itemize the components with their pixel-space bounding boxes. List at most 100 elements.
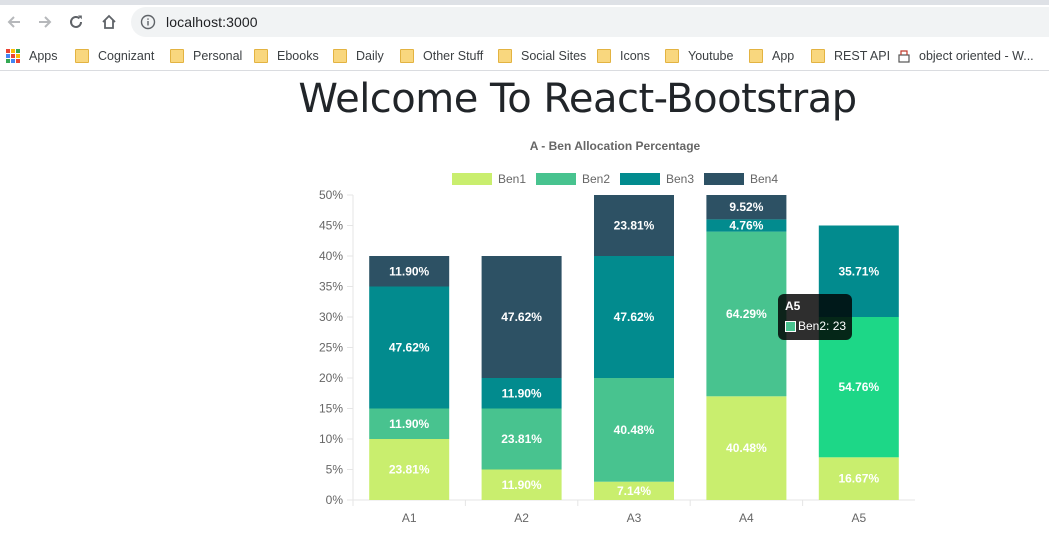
legend-label: Ben2 xyxy=(582,172,610,186)
data-label: 23.81% xyxy=(389,463,430,477)
bar-segment xyxy=(706,195,787,220)
bookmark-social-sites[interactable]: Social Sites xyxy=(498,42,586,70)
info-icon[interactable] xyxy=(140,14,156,30)
bookmark-label: Personal xyxy=(193,49,243,63)
bar-segment xyxy=(594,256,674,378)
data-label: 35.71% xyxy=(838,264,879,278)
y-tick-label: 45% xyxy=(319,219,343,233)
bookmarks-bar: Apps Cognizant Personal Ebooks Daily Oth… xyxy=(0,42,1049,71)
forward-button[interactable] xyxy=(33,10,57,34)
bookmark-label: Daily xyxy=(356,49,384,63)
address-bar[interactable]: localhost:3000 xyxy=(131,7,1049,37)
legend-label: Ben3 xyxy=(666,172,694,186)
bookmark-label: Apps xyxy=(29,49,58,63)
back-arrow-icon xyxy=(7,16,20,28)
y-tick-label: 25% xyxy=(319,341,343,355)
data-label: 11.90% xyxy=(389,417,429,431)
data-label: 64.29% xyxy=(726,307,767,321)
bookmark-object-oriented[interactable]: object oriented - W... xyxy=(897,42,1034,70)
tooltip-title: A5 xyxy=(785,299,801,313)
legend-swatch xyxy=(704,173,744,185)
tooltip-swatch xyxy=(785,321,796,332)
y-tick-label: 5% xyxy=(326,463,344,477)
home-button[interactable] xyxy=(97,10,121,34)
bookmark-youtube[interactable]: Youtube xyxy=(665,42,733,70)
data-label: 11.90% xyxy=(389,264,429,278)
bar-segment xyxy=(706,396,787,500)
data-label: 11.90% xyxy=(502,478,542,492)
bookmark-ebooks[interactable]: Ebooks xyxy=(254,42,319,70)
folder-icon xyxy=(665,49,679,63)
bookmark-label: object oriented - W... xyxy=(919,49,1034,63)
forward-arrow-icon xyxy=(39,16,52,28)
url-text: localhost:3000 xyxy=(166,14,258,30)
bookmark-label: REST API xyxy=(834,49,891,63)
bookmark-app[interactable]: App xyxy=(749,42,794,70)
y-tick-label: 50% xyxy=(319,188,343,202)
data-label: 47.62% xyxy=(389,341,430,355)
bookmark-personal[interactable]: Personal xyxy=(170,42,242,70)
reload-button[interactable] xyxy=(64,10,88,34)
data-label: 7.14% xyxy=(617,484,651,498)
y-tick-label: 20% xyxy=(319,371,343,385)
bookmark-icons[interactable]: Icons xyxy=(597,42,650,70)
bookmark-cognizant[interactable]: Cognizant xyxy=(75,42,154,70)
bookmark-label: Youtube xyxy=(688,49,734,63)
chart-tooltip: A5 Ben2: 23 xyxy=(778,294,852,340)
back-button[interactable] xyxy=(2,10,26,34)
data-label: 11.90% xyxy=(502,386,542,400)
data-label: 47.62% xyxy=(614,310,655,324)
bookmark-daily[interactable]: Daily xyxy=(333,42,384,70)
x-tick-label: A3 xyxy=(627,511,642,525)
tooltip-label: Ben2: 23 xyxy=(798,319,847,333)
bookmark-other-stuff[interactable]: Other Stuff xyxy=(400,42,483,70)
bookmark-label: Icons xyxy=(620,49,650,63)
bar-segment xyxy=(706,231,787,397)
bookmark-rest-api[interactable]: REST API xyxy=(811,42,890,70)
folder-icon xyxy=(254,49,268,63)
tab-strip xyxy=(0,0,1049,5)
data-label: 47.62% xyxy=(501,310,542,324)
y-tick-label: 35% xyxy=(319,280,343,294)
legend-swatch xyxy=(620,173,660,185)
bar-segment xyxy=(594,378,674,482)
bar-segment xyxy=(706,219,787,232)
bookmark-label: App xyxy=(772,49,795,63)
bar-segment xyxy=(594,195,674,256)
bookmark-apps[interactable]: Apps xyxy=(6,42,58,70)
legend-swatch xyxy=(536,173,576,185)
bar-segment xyxy=(481,256,562,378)
x-tick-label: A5 xyxy=(851,511,866,525)
folder-icon xyxy=(333,49,347,63)
folder-icon xyxy=(811,49,825,63)
reload-icon xyxy=(70,15,82,28)
chart-title: A - Ben Allocation Percentage xyxy=(530,139,701,153)
x-tick-label: A1 xyxy=(402,511,417,525)
bookmark-label: Social Sites xyxy=(521,49,587,63)
data-label: 23.81% xyxy=(501,432,542,446)
data-label: 9.52% xyxy=(729,200,763,214)
bar-segment xyxy=(481,408,562,470)
bar-segment xyxy=(369,439,450,500)
folder-icon xyxy=(75,49,89,63)
folder-icon xyxy=(597,49,611,63)
browser-toolbar: localhost:3000 xyxy=(0,0,1049,42)
y-tick-label: 0% xyxy=(326,493,344,507)
bookmark-label: Cognizant xyxy=(98,49,155,63)
bar-segment xyxy=(369,408,450,439)
folder-icon xyxy=(400,49,414,63)
legend-label: Ben1 xyxy=(498,172,526,186)
y-tick-label: 15% xyxy=(319,402,343,416)
folder-icon xyxy=(498,49,512,63)
bookmark-label: Other Stuff xyxy=(423,49,484,63)
y-tick-label: 30% xyxy=(319,310,343,324)
bar-segment xyxy=(818,457,899,500)
y-tick-label: 40% xyxy=(319,249,343,263)
data-label: 54.76% xyxy=(838,380,879,394)
y-tick-label: 10% xyxy=(319,432,343,446)
bar-segment xyxy=(481,469,562,500)
bar-segment xyxy=(594,481,674,500)
legend-swatch xyxy=(452,173,492,185)
folder-icon xyxy=(170,49,184,63)
